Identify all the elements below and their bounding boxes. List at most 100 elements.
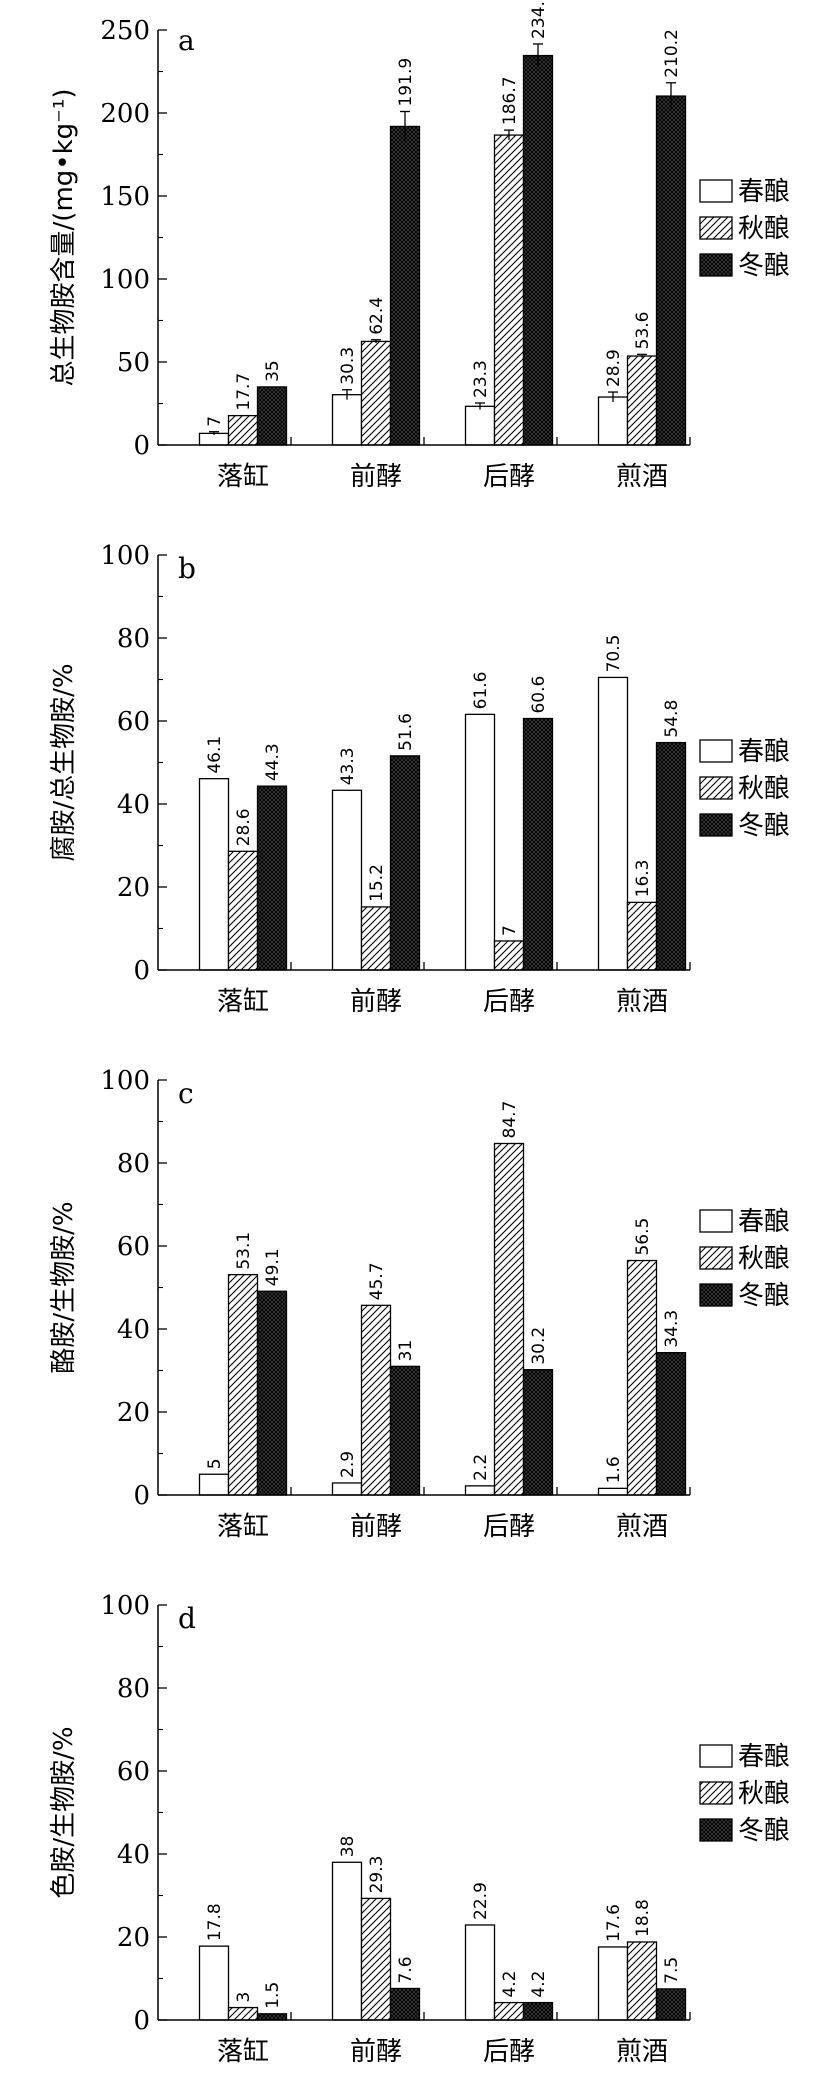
y-tick-label: 20 [117, 1398, 150, 1428]
bar-c-s2-c3 [655, 1352, 687, 1496]
bar-a-s2-c3 [655, 95, 687, 446]
bar-c-s0-c3 [597, 1487, 629, 1496]
value-label: 17.7 [234, 373, 254, 411]
value-label: 15.2 [367, 864, 387, 902]
bar-a-s0-c1 [331, 394, 363, 446]
value-label: 49.1 [263, 1248, 283, 1286]
bar-d-s1-c0 [227, 2006, 259, 2021]
legend-label: 冬酿 [738, 1281, 790, 1311]
value-label: 46.1 [205, 736, 225, 774]
value-label: 56.5 [633, 1218, 653, 1256]
value-label: 30.3 [338, 347, 358, 385]
y-tick-label: 50 [117, 348, 150, 378]
legend-label: 秋酿 [738, 1779, 790, 1809]
bar-a-s2-c1 [389, 125, 421, 446]
value-label: 22.9 [471, 1882, 491, 1920]
bar-a-s1-c1 [360, 340, 392, 446]
panel-letter: a [178, 24, 195, 57]
bar-a-s1-c0 [227, 414, 259, 446]
y-axis-title: 酪胺/生物胺/% [49, 1201, 79, 1373]
panel-a: a 总生物胺含量/(mg•kg⁻¹) 7 30.3 23.3 28.9 17.7 62.4 18… [49, 0, 790, 492]
value-label: 34.3 [662, 1310, 682, 1348]
value-label: 4.2 [500, 1971, 520, 1998]
legend-swatch [699, 1283, 733, 1307]
legend-swatch [699, 739, 733, 763]
value-label: 191.9 [396, 58, 416, 107]
y-tick-label: 80 [117, 1674, 150, 1704]
y-tick-label: 0 [133, 431, 150, 461]
bar-d-s0-c0 [198, 1945, 230, 2021]
x-tick-label: 煎酒 [616, 1512, 668, 1542]
y-axis-title: 腐胺/总生物胺/% [49, 663, 79, 861]
x-tick-label: 前酵 [350, 462, 402, 492]
bar-a-s0-c3 [597, 396, 629, 446]
y-tick-label: 0 [133, 2006, 150, 2036]
value-label: 2.2 [471, 1454, 491, 1481]
y-tick-label: 80 [117, 624, 150, 654]
bar-b-s2-c1 [389, 755, 421, 971]
bar-a-s2-c0 [256, 386, 288, 446]
value-label: 7.6 [396, 1956, 416, 1983]
bar-a-s2-c2 [522, 54, 554, 446]
y-tick-label: 40 [117, 1315, 150, 1345]
bar-b-s2-c3 [655, 741, 687, 971]
legend-swatch [699, 1781, 733, 1805]
y-tick-label: 100 [100, 1591, 150, 1621]
bar-b-s0-c2 [464, 713, 496, 971]
x-tick-label: 煎酒 [616, 987, 668, 1017]
y-tick-label: 0 [133, 956, 150, 986]
legend-label: 冬酿 [738, 251, 790, 281]
bar-a-s1-c3 [626, 355, 658, 446]
value-label: 54.8 [662, 700, 682, 738]
x-tick-label: 后酵 [483, 987, 535, 1017]
legend-label: 秋酿 [738, 774, 790, 804]
bar-d-s2-c2 [522, 2001, 554, 2021]
value-label: 30.2 [529, 1327, 549, 1365]
legend-swatch [699, 1744, 733, 1768]
value-label: 84.7 [500, 1101, 520, 1139]
value-label: 7.5 [662, 1957, 682, 1984]
y-tick-label: 0 [133, 1481, 150, 1511]
y-tick-label: 60 [117, 707, 150, 737]
bar-b-s0-c0 [198, 778, 230, 971]
y-tick-label: 20 [117, 873, 150, 903]
x-tick-label: 前酵 [350, 2037, 402, 2067]
value-label: 29.3 [367, 1856, 387, 1894]
value-label: 17.8 [205, 1903, 225, 1941]
value-label: 60.6 [529, 676, 549, 714]
legend-swatch [699, 1209, 733, 1233]
y-tick-label: 40 [117, 1840, 150, 1870]
value-label: 234.6 [529, 0, 549, 39]
bar-a-s0-c0 [198, 432, 230, 446]
y-tick-label: 60 [117, 1232, 150, 1262]
bar-c-s2-c1 [389, 1365, 421, 1496]
panel-c: c 酪胺/生物胺/% 5 2.9 2.2 1.6 53.1 45.7 84.7 56.5 49.1 3… [49, 1066, 790, 1542]
bar-b-s1-c0 [227, 850, 259, 971]
value-label: 186.7 [500, 76, 520, 125]
y-tick-label: 150 [100, 182, 150, 212]
panel-b: b 腐胺/总生物胺/% 46.1 43.3 61.6 70.5 28.6 15.2 7 16.3 4… [49, 541, 790, 1017]
legend-swatch [699, 1818, 733, 1842]
bar-d-s2-c3 [655, 1988, 687, 2021]
value-label: 7 [205, 416, 225, 427]
value-label: 18.8 [633, 1899, 653, 1937]
x-tick-label: 煎酒 [616, 462, 668, 492]
legend-swatch [699, 216, 733, 240]
legend-label: 秋酿 [738, 214, 790, 244]
value-label: 17.6 [604, 1904, 624, 1942]
y-tick-label: 80 [117, 1149, 150, 1179]
value-label: 1.5 [263, 1982, 283, 2009]
x-tick-label: 后酵 [483, 1512, 535, 1542]
value-label: 4.2 [529, 1971, 549, 1998]
bar-b-s1-c3 [626, 901, 658, 971]
value-label: 61.6 [471, 672, 491, 710]
value-label: 7 [500, 925, 520, 936]
y-tick-label: 20 [117, 1923, 150, 1953]
value-label: 45.7 [367, 1262, 387, 1300]
value-label: 5 [205, 1458, 225, 1469]
value-label: 210.2 [662, 29, 682, 78]
bar-c-s0-c2 [464, 1485, 496, 1496]
y-tick-label: 40 [117, 790, 150, 820]
